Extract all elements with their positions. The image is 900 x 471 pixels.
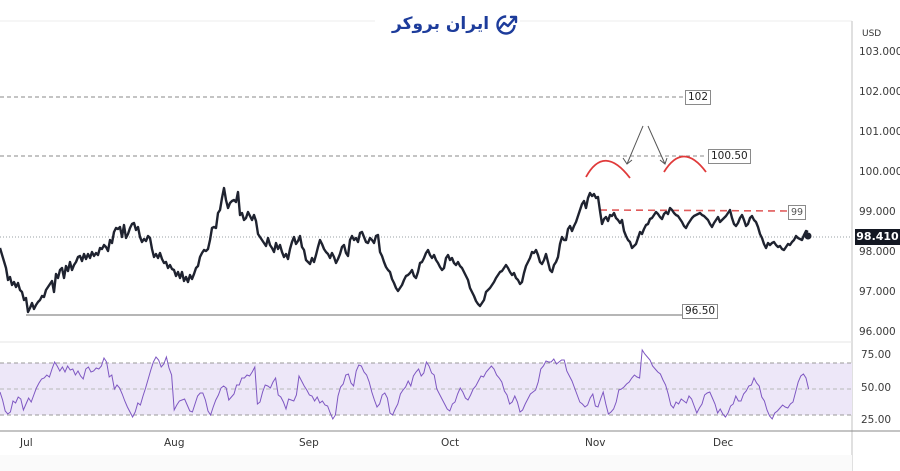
rsi-tick-label: 75.00	[861, 349, 892, 361]
last-price-dot	[804, 232, 812, 240]
currency-label: USD	[862, 29, 882, 39]
brand-name: ایران بروکر	[392, 14, 490, 34]
price-tick-label: 97.000	[859, 286, 896, 298]
rsi-series	[0, 348, 810, 421]
level-100-50-label[interactable]: 100.50	[708, 149, 751, 164]
right-top-arc[interactable]	[663, 155, 707, 173]
price-tick-label: 101.000	[859, 126, 900, 138]
level-99-neckline[interactable]	[599, 209, 789, 212]
month-tick-label: Dec	[713, 437, 734, 449]
rsi-tick-label: 25.00	[861, 414, 892, 426]
month-tick-label: Sep	[299, 437, 319, 449]
level-99-label[interactable]: 99	[788, 205, 807, 220]
current-price-tag: 98.410	[855, 229, 900, 245]
price-tick-label: 103.000	[859, 46, 900, 58]
month-tick-label: Jul	[20, 437, 33, 449]
price-tick-label: 98.000	[859, 246, 896, 258]
month-tick-label: Aug	[164, 437, 185, 449]
rsi-tick-label: 50.00	[861, 382, 892, 394]
brand-logo: ایران بروکر	[392, 10, 519, 38]
bottom-strip	[0, 455, 852, 471]
price-tick-label: 100.000	[859, 166, 900, 178]
price-tick-label: 102.000	[859, 86, 900, 98]
chart-trend-icon	[496, 15, 518, 35]
price-tick-label: 96.000	[859, 326, 896, 338]
level-96-50-label[interactable]: 96.50	[682, 304, 719, 319]
left-top-arc[interactable]	[585, 160, 631, 179]
price-tick-label: 99.000	[859, 206, 896, 218]
month-tick-label: Nov	[585, 437, 606, 449]
price-series	[0, 186, 809, 314]
month-tick-label: Oct	[441, 437, 460, 449]
double-top-arrows[interactable]	[622, 125, 668, 165]
level-102-label[interactable]: 102	[685, 90, 712, 105]
